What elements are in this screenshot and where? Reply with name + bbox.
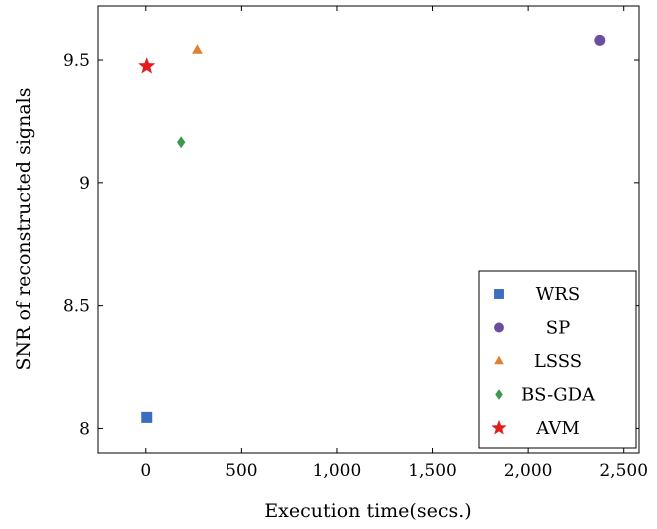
x-tick-label: 2,500	[599, 461, 648, 481]
data-point-avm	[138, 57, 156, 74]
y-tick-label: 9	[79, 174, 90, 194]
legend-label-lsss: LSSS	[534, 351, 582, 372]
legend-marker-bs-gda	[495, 389, 503, 400]
y-tick-label: 8.5	[63, 297, 90, 317]
legend: WRS SP LSSS BS-GDA AVM	[478, 270, 637, 449]
x-tick-label: 2,000	[504, 461, 553, 481]
data-point-lsss	[192, 44, 203, 54]
legend-box	[478, 270, 637, 449]
data-point-wrs	[141, 411, 153, 423]
legend-marker-avm	[491, 419, 507, 435]
data-point-sp	[594, 34, 606, 46]
legend-label-wrs: WRS	[536, 284, 580, 305]
plot-frame	[97, 5, 640, 454]
data-point-bs-gda	[176, 136, 186, 149]
x-axis-label: Execution time(secs.)	[264, 500, 471, 522]
y-tick-label: 8	[79, 419, 90, 439]
legend-label-avm: AVM	[535, 418, 580, 439]
legend-marker-sp	[494, 322, 504, 333]
legend-label-sp: SP	[546, 318, 570, 339]
x-tick-label: 500	[225, 461, 257, 481]
x-tick-label: 1,000	[313, 461, 362, 481]
legend-label-bs-gda: BS-GDA	[521, 385, 596, 406]
y-axis-label: SNR of reconstructed signals	[13, 88, 35, 371]
legend-marker-wrs	[494, 289, 504, 299]
x-tick-label: 0	[140, 461, 151, 481]
x-tick-label: 1,500	[408, 461, 457, 481]
y-tick-label: 9.5	[63, 51, 90, 71]
legend-marker-lsss	[494, 355, 504, 365]
